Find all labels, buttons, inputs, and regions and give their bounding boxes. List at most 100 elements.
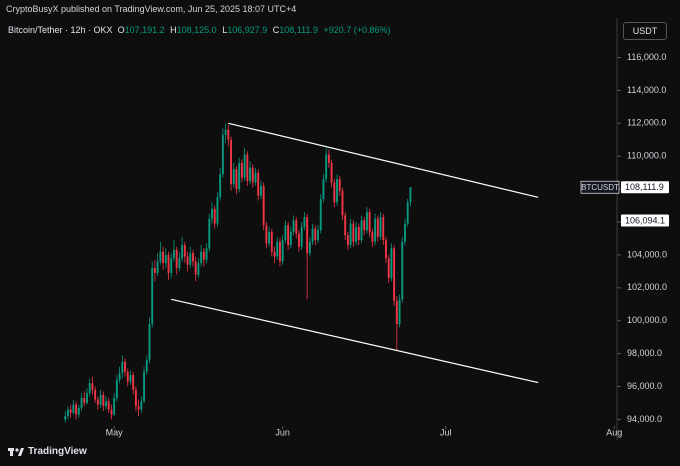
candle-body xyxy=(398,299,401,324)
candle-body xyxy=(75,404,78,415)
y-tick-label: 100,000.0 xyxy=(627,315,667,325)
candle-body xyxy=(202,251,205,260)
candle-body xyxy=(284,225,287,241)
candle-body xyxy=(289,231,292,246)
candle-body xyxy=(151,268,154,324)
ohlc-prefix: O xyxy=(117,25,125,35)
candle-body xyxy=(183,245,186,257)
candle-body xyxy=(113,398,116,415)
candle-body xyxy=(91,383,94,390)
candle-body xyxy=(159,251,162,262)
candle-body xyxy=(395,300,398,324)
y-tick-label: 104,000.0 xyxy=(627,249,667,259)
price-label-box xyxy=(621,181,669,194)
candle-body xyxy=(178,258,181,269)
candle-body xyxy=(118,373,121,380)
candle-body xyxy=(126,371,129,382)
symbol-tag: BTCUSDT xyxy=(581,183,619,192)
x-tick-label: May xyxy=(106,427,124,437)
candle-body xyxy=(129,375,132,382)
price-label: 106,094.1 xyxy=(625,215,665,225)
candle-body xyxy=(211,208,213,219)
candle-body xyxy=(360,220,363,241)
candle-body xyxy=(167,254,170,273)
candle-body xyxy=(344,215,347,236)
ohlc-prefix: C xyxy=(272,25,280,35)
ohlc-value: 106,927.9 xyxy=(227,25,268,35)
candle-body xyxy=(251,167,254,183)
candle-body xyxy=(409,187,412,203)
candle-body xyxy=(77,407,80,415)
candle-body xyxy=(273,251,276,257)
candle-body xyxy=(268,231,271,244)
candle-body xyxy=(132,375,135,390)
ohlc-value: 108,111.9 xyxy=(279,25,318,35)
candle-body xyxy=(379,217,382,237)
candle-body xyxy=(235,169,238,190)
candle-body xyxy=(300,226,303,247)
candle-body xyxy=(232,169,235,185)
candle-body xyxy=(219,174,222,198)
candle-body xyxy=(230,139,232,185)
candle-body xyxy=(259,185,262,196)
candle-body xyxy=(189,253,192,265)
y-tick-label: 110,000.0 xyxy=(627,151,666,161)
candle-body xyxy=(240,162,243,178)
candle-body xyxy=(308,241,311,254)
candle-body xyxy=(287,225,290,246)
candle-body xyxy=(270,231,273,252)
candle-body xyxy=(330,162,333,183)
candle-body xyxy=(249,167,252,181)
candle-body xyxy=(143,371,146,402)
price-label: 108,111.9 xyxy=(625,182,664,192)
candle-body xyxy=(279,241,281,262)
x-tick-label: Aug xyxy=(606,427,622,437)
candle-body xyxy=(140,401,143,410)
ohlc-prefix: H xyxy=(170,25,177,35)
candle-body xyxy=(86,393,88,403)
candle-body xyxy=(137,406,140,410)
candle-body xyxy=(145,360,148,372)
y-tick-label: 96,000.0 xyxy=(627,381,662,391)
x-tick-label: Jun xyxy=(275,427,290,437)
candle-body xyxy=(376,218,379,237)
candle-body xyxy=(96,399,99,405)
candle-body xyxy=(292,220,295,232)
chart: 94,000.0 96,000.0 98,000.0 100,000.0 102,000… xyxy=(64,18,669,440)
y-tick-label: 114,000.0 xyxy=(627,85,666,95)
candle-body xyxy=(83,398,86,403)
candle-body xyxy=(162,251,165,264)
candle-body xyxy=(156,261,159,273)
candle-body xyxy=(213,208,216,224)
candle-body xyxy=(311,228,314,242)
candle-body xyxy=(153,268,156,273)
candle-body xyxy=(194,261,197,275)
y-tick-label: 94,000.0 xyxy=(627,414,662,424)
currency-button[interactable]: USDT xyxy=(623,22,667,40)
candle-body xyxy=(197,263,200,275)
candle-body xyxy=(382,217,385,241)
candle-body xyxy=(349,223,352,246)
candle-body xyxy=(200,251,203,264)
candle-body xyxy=(99,394,102,405)
brand-name: TradingView xyxy=(28,446,87,457)
candle-body xyxy=(243,154,246,178)
y-tick-label: 102,000.0 xyxy=(627,282,667,292)
y-tick-label: 112,000.0 xyxy=(627,118,666,128)
candle-body xyxy=(246,154,249,181)
y-tick-label: 116,000.0 xyxy=(627,52,666,62)
publisher-header: CryptoBusyX published on TradingView.com… xyxy=(6,4,297,14)
candle-body xyxy=(352,223,355,242)
candle-body xyxy=(227,129,230,140)
candle-body xyxy=(303,217,306,227)
candle-body xyxy=(295,220,298,234)
candle-body xyxy=(173,249,175,259)
brand-logo xyxy=(8,447,24,456)
price-label-box xyxy=(621,214,669,227)
candle-body xyxy=(186,256,189,265)
candle-body xyxy=(175,249,178,269)
candle-body xyxy=(105,401,107,407)
candle-body xyxy=(374,218,377,242)
candle-body xyxy=(298,233,300,247)
candle-body xyxy=(365,212,368,231)
